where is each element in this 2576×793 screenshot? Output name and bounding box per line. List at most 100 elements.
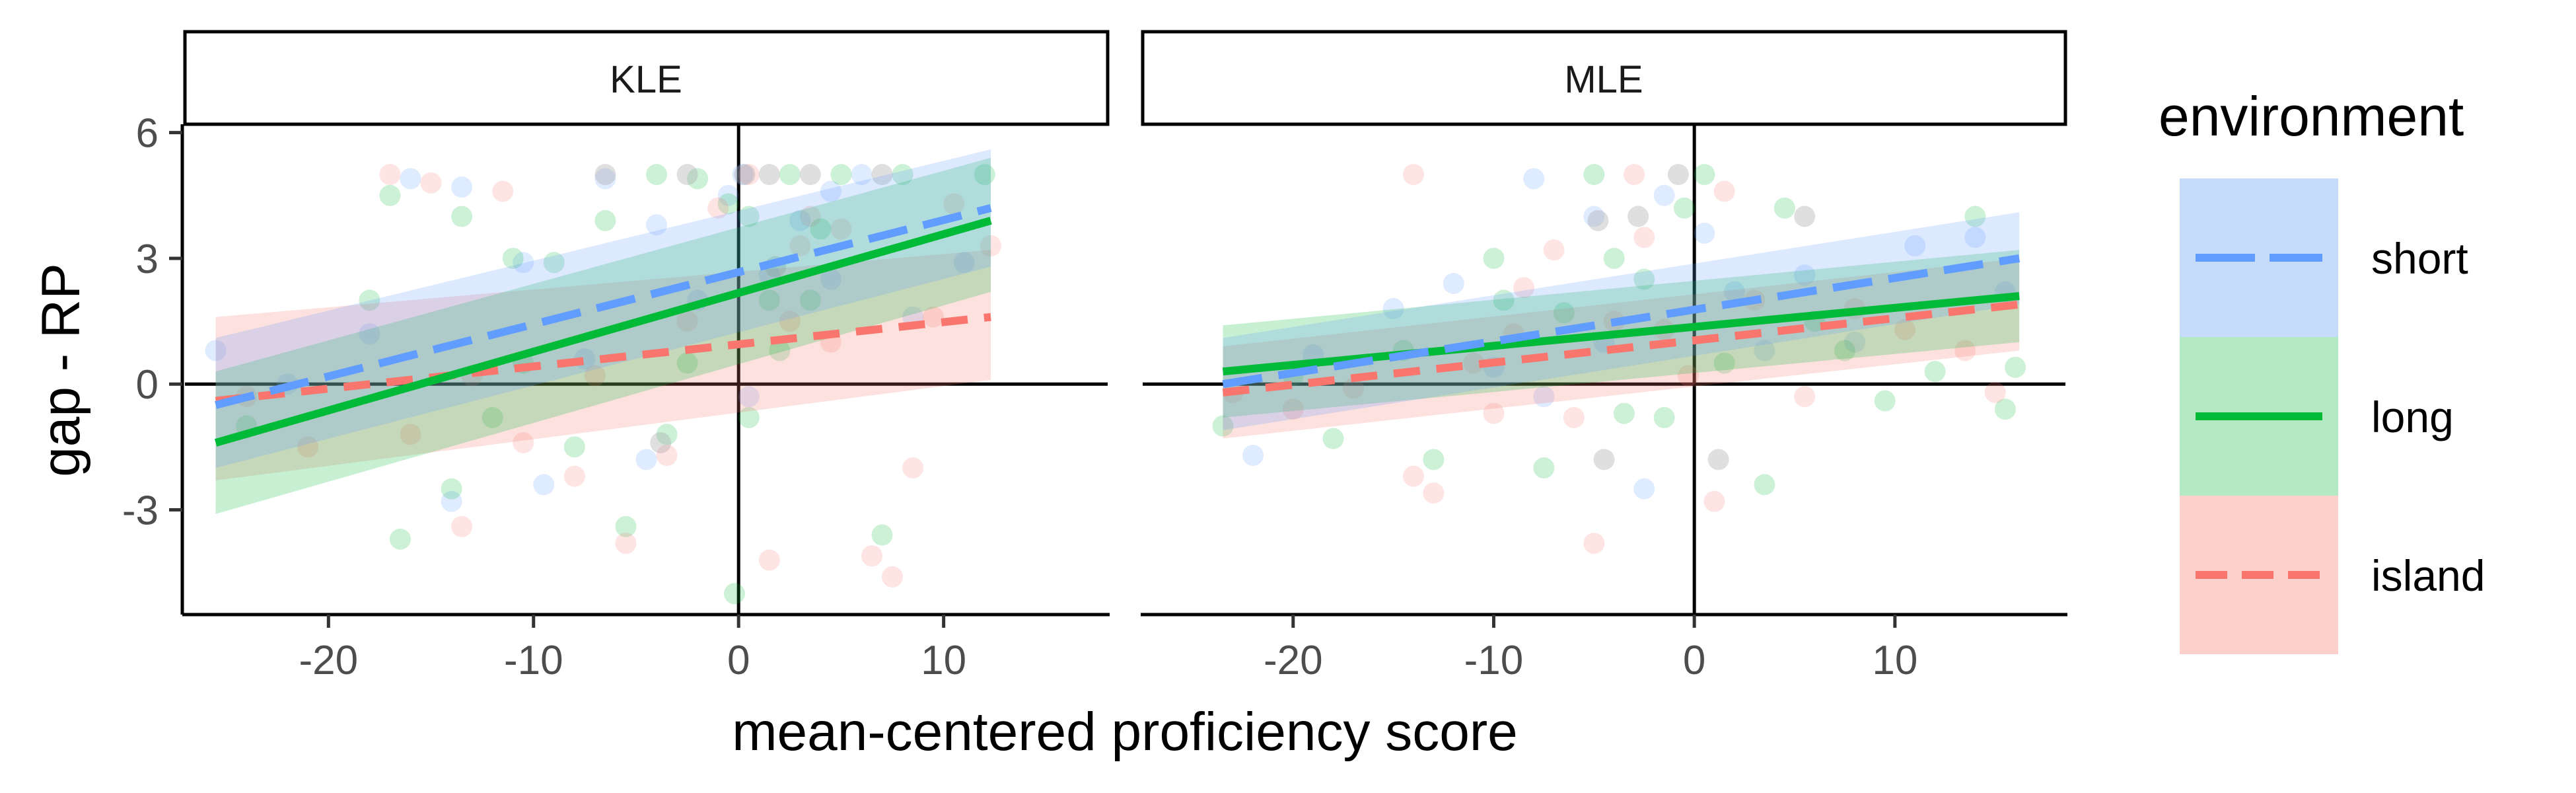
point-kle-island-79: [400, 424, 421, 445]
point-kle-mixed-86: [871, 164, 893, 186]
point-kle-short-18: [953, 252, 975, 274]
point-mle-long-41: [1964, 206, 1986, 227]
point-kle-island-67: [738, 164, 760, 186]
point-mle-long-36: [1773, 197, 1795, 219]
point-kle-short-8: [594, 168, 616, 190]
point-mle-mixed-71: [1587, 209, 1609, 231]
point-mle-long-42: [1994, 398, 2016, 420]
point-kle-island-60: [513, 432, 534, 453]
point-mle-mixed-72: [1628, 206, 1649, 227]
point-kle-long-48: [738, 406, 760, 428]
point-kle-island-70: [799, 206, 821, 227]
point-mle-short-5: [1533, 386, 1555, 408]
panel-mle: [1143, 124, 2065, 615]
fit-line-mle-island: [1222, 300, 2020, 397]
point-kle-long-49: [723, 583, 745, 605]
fit-line-kle-island: [215, 313, 991, 405]
point-mle-long-20: [1322, 428, 1344, 449]
legend-label-short: short: [2371, 234, 2468, 283]
point-mle-island-65: [1794, 386, 1816, 408]
point-mle-island-68: [1954, 340, 1976, 361]
point-kle-long-44: [830, 164, 852, 186]
point-kle-island-68: [758, 549, 780, 571]
point-kle-island-54: [297, 436, 319, 458]
point-mle-long-27: [1583, 164, 1605, 186]
facet-label-mle: MLE: [1564, 58, 1643, 101]
point-kle-mixed-81: [594, 164, 616, 186]
point-kle-long-28: [451, 206, 473, 227]
ci-band-kle-long: [215, 157, 991, 514]
point-kle-long-31: [543, 252, 565, 274]
point-kle-long-26: [389, 528, 411, 550]
point-mle-island-54: [1543, 239, 1565, 261]
point-kle-island-57: [451, 515, 473, 537]
point-mle-short-4: [1523, 168, 1545, 190]
point-mle-short-13: [1794, 264, 1816, 286]
point-kle-short-3: [400, 168, 421, 190]
point-kle-island-55: [379, 164, 401, 186]
point-mle-island-67: [1894, 319, 1916, 340]
point-kle-long-32: [563, 436, 585, 458]
point-kle-long-42: [799, 289, 821, 311]
point-kle-short-22: [820, 180, 841, 202]
point-mle-short-9: [1653, 184, 1675, 206]
point-kle-short-11: [717, 184, 739, 206]
facet-strip-mle: [1141, 30, 2067, 126]
point-mle-long-38: [1834, 340, 1855, 361]
point-mle-mixed-76: [1593, 449, 1615, 471]
point-mle-island-55: [1563, 406, 1585, 428]
point-kle-island-64: [656, 445, 678, 467]
point-kle-short-14: [789, 209, 811, 231]
point-mle-short-0: [1242, 445, 1264, 467]
point-kle-island-62: [584, 365, 606, 387]
point-mle-short-2: [1382, 298, 1404, 320]
point-kle-long-45: [871, 524, 893, 546]
x-tick-label-kle-0: -20: [299, 638, 359, 683]
point-kle-long-43: [810, 218, 832, 240]
ci-band-kle-island: [215, 250, 991, 481]
fit-line-mle-short: [1222, 254, 2021, 389]
point-kle-short-12: [732, 164, 754, 186]
point-mle-short-6: [1583, 206, 1605, 227]
fit-line-kle-long: [214, 217, 992, 447]
point-kle-mixed-85: [799, 164, 821, 186]
point-mle-short-15: [1904, 235, 1926, 256]
point-mle-mixed-73: [1667, 164, 1689, 186]
point-kle-short-4: [441, 490, 462, 512]
point-mle-long-35: [1754, 474, 1775, 496]
point-kle-short-16: [851, 164, 873, 186]
x-tick-label-mle-0: -20: [1264, 638, 1323, 683]
point-kle-island-77: [980, 235, 1002, 256]
y-tick-label-2: 3: [136, 237, 159, 282]
point-mle-short-10: [1694, 222, 1715, 244]
point-kle-mixed-87: [650, 432, 672, 453]
fit-line-kle-short: [215, 204, 992, 409]
point-kle-long-52: [482, 406, 503, 428]
point-mle-long-23: [1483, 247, 1505, 269]
point-kle-long-41: [779, 164, 801, 186]
x-tick-label-kle-2: 0: [727, 638, 750, 683]
point-kle-long-47: [974, 164, 995, 186]
point-mle-island-62: [1703, 490, 1725, 512]
point-mle-island-49: [1402, 465, 1424, 487]
point-kle-island-80: [789, 235, 811, 256]
legend-label-island: island: [2371, 551, 2485, 600]
point-kle-island-75: [923, 306, 945, 328]
point-kle-long-36: [656, 424, 678, 445]
point-kle-short-7: [533, 474, 555, 496]
point-kle-long-37: [687, 168, 709, 190]
y-tick-label-3: 6: [136, 111, 159, 157]
x-tick-label-kle-3: 10: [921, 638, 966, 683]
point-mle-island-52: [1483, 402, 1505, 424]
point-mle-island-63: [1713, 180, 1735, 202]
x-tick-label-mle-2: 0: [1683, 638, 1705, 683]
point-mle-island-56: [1583, 533, 1605, 554]
point-mle-long-39: [1874, 390, 1896, 412]
point-kle-short-6: [513, 252, 534, 274]
point-kle-island-72: [830, 218, 852, 240]
point-mle-island-48: [1402, 164, 1424, 186]
point-kle-long-34: [615, 515, 637, 537]
y-ticks: -3 0 3 6: [122, 111, 182, 533]
facet-strip-kle: [183, 30, 1110, 126]
point-mle-island-53: [1513, 277, 1535, 299]
